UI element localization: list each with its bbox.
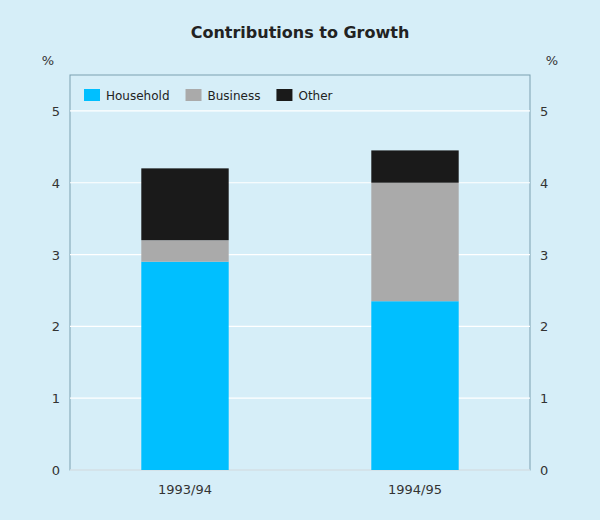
legend-label: Household (106, 89, 170, 103)
bar (371, 301, 458, 470)
legend-swatch (84, 89, 100, 101)
grid-line (70, 182, 530, 183)
grid-line (70, 110, 530, 111)
bar (371, 150, 458, 182)
grid-line (70, 398, 530, 399)
y-axis-label: % (42, 53, 54, 68)
legend-label: Other (298, 89, 332, 103)
y-tick-label: 3 (52, 248, 60, 263)
legend-label: Business (208, 89, 261, 103)
legend: Household Business Other (84, 89, 333, 103)
legend-swatch (276, 89, 292, 101)
background (0, 0, 600, 520)
grid-line (70, 254, 530, 255)
x-tick-label: 1994/95 (388, 482, 442, 497)
title: Contributions to Growth (191, 23, 410, 42)
y-tick-label: 2 (52, 319, 60, 334)
chart-container: 0 1 2 3 4 5 0 1 2 3 4 5%% 1993/94 1994/95 Contribution… (0, 0, 600, 520)
y2-tick-label: 4 (540, 176, 548, 191)
chart: 0 1 2 3 4 5 0 1 2 3 4 5%% 1993/94 1994/95 Contribution… (0, 0, 600, 520)
y-tick-label: 1 (52, 391, 60, 406)
y-tick-label: 5 (52, 104, 60, 119)
y2-tick-label: 3 (540, 248, 548, 263)
y2-tick-label: 2 (540, 319, 548, 334)
y2-tick-label: 1 (540, 391, 548, 406)
bar (371, 183, 458, 302)
y2-axis-label: % (546, 53, 558, 68)
y-tick-label: 4 (52, 176, 60, 191)
bar (141, 168, 228, 240)
x-tick-label: 1993/94 (158, 482, 212, 497)
y-tick-label: 0 (52, 463, 60, 478)
bar (141, 262, 228, 470)
y2-tick-label: 5 (540, 104, 548, 119)
grid-line (70, 469, 530, 470)
bars (141, 150, 458, 470)
y2-tick-label: 0 (540, 463, 548, 478)
grid-line (70, 326, 530, 327)
plot-frame (70, 75, 530, 470)
legend-swatch (186, 89, 202, 101)
bar (141, 240, 228, 262)
